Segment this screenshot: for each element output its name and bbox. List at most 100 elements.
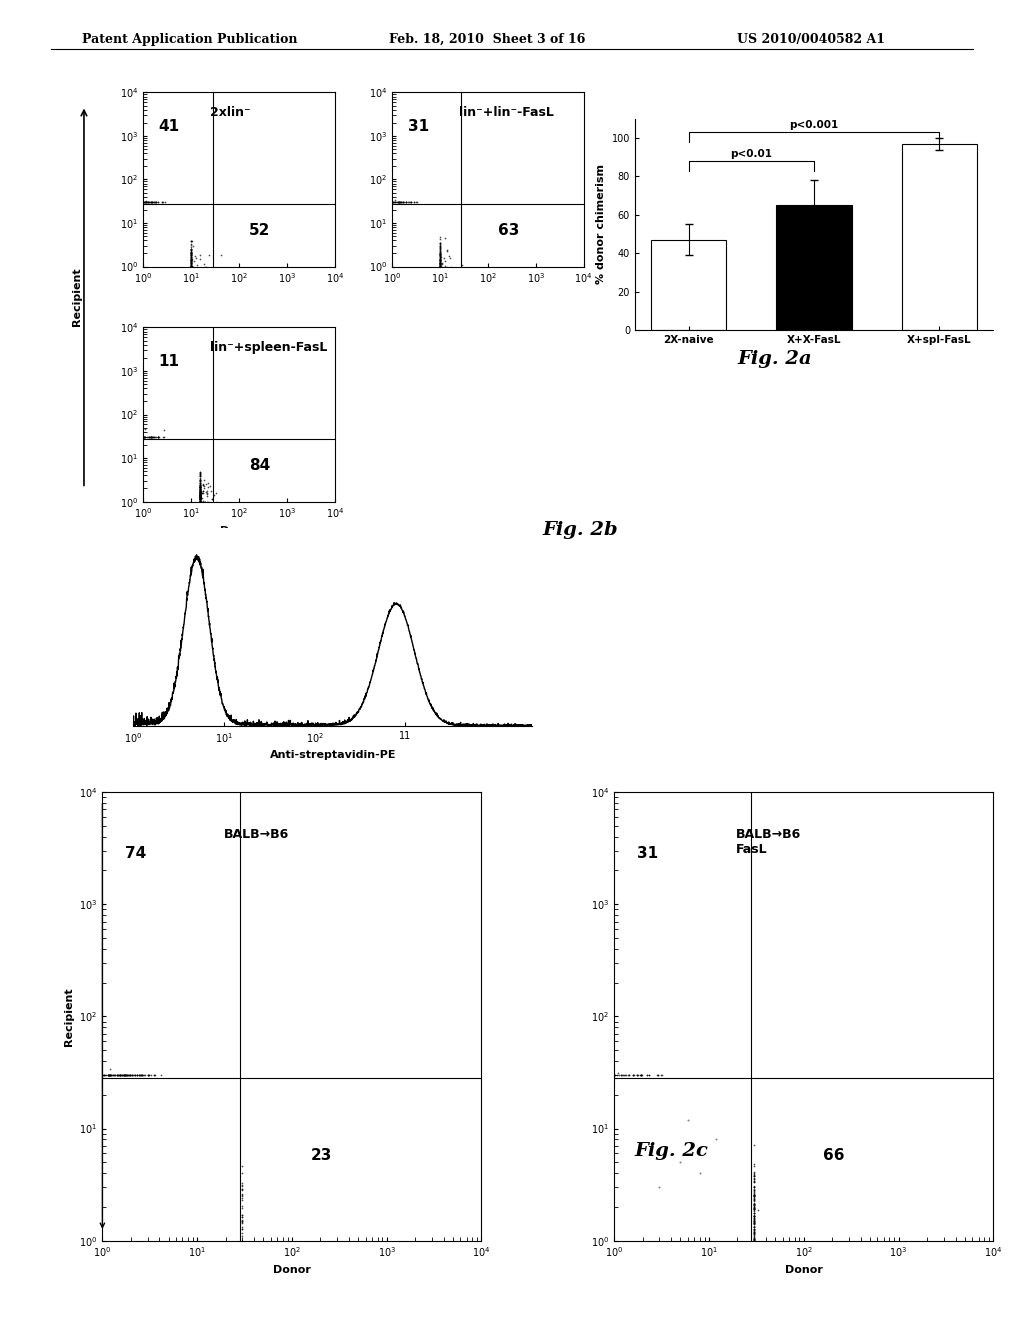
Point [183, 243, 200, 264]
Point [633, 1064, 649, 1085]
Point [680, 1109, 696, 1130]
Point [191, 482, 208, 503]
Point [745, 1163, 762, 1184]
Point [191, 491, 208, 512]
Point [183, 255, 200, 276]
Point [234, 1195, 251, 1216]
Point [191, 491, 208, 512]
Point [183, 242, 200, 263]
Point [745, 1230, 762, 1251]
Point [183, 252, 200, 273]
Point [94, 1064, 111, 1085]
Point [745, 1212, 762, 1233]
Point [183, 256, 200, 277]
Point [745, 1218, 762, 1239]
Point [234, 1179, 251, 1200]
Point [641, 1064, 657, 1085]
Point [202, 475, 218, 496]
Point [187, 247, 204, 268]
Point [123, 1064, 139, 1085]
Point [432, 256, 449, 277]
Point [745, 1213, 762, 1234]
Point [100, 1064, 117, 1085]
Point [606, 1064, 623, 1085]
Point [197, 491, 213, 512]
Point [432, 256, 449, 277]
Point [191, 470, 208, 491]
Point [398, 191, 415, 213]
Point [432, 244, 449, 265]
Point [391, 191, 408, 213]
Point [135, 426, 152, 447]
Point [101, 1064, 118, 1085]
Point [115, 1064, 131, 1085]
Point [745, 1212, 762, 1233]
Point [745, 1180, 762, 1201]
Point [402, 191, 419, 213]
Point [191, 483, 208, 504]
Point [191, 480, 208, 502]
Point [191, 484, 208, 506]
Point [191, 486, 208, 507]
Point [632, 1064, 648, 1085]
Point [432, 246, 449, 267]
Point [191, 480, 208, 502]
Point [143, 191, 160, 213]
Point [745, 1181, 762, 1203]
Point [745, 1230, 762, 1251]
Point [111, 1064, 127, 1085]
Point [191, 491, 208, 512]
Point [745, 1162, 762, 1183]
Point [745, 1230, 762, 1251]
Point [199, 256, 215, 277]
Point [432, 253, 449, 275]
Point [191, 488, 208, 510]
Point [745, 1171, 762, 1192]
Point [183, 256, 200, 277]
Point [432, 248, 449, 269]
Point [432, 252, 449, 273]
Point [400, 191, 417, 213]
Point [385, 191, 401, 213]
Point [191, 466, 208, 487]
Point [384, 191, 400, 213]
Point [745, 1217, 762, 1238]
Point [433, 252, 450, 273]
Point [392, 191, 409, 213]
Point [745, 1230, 762, 1251]
Point [432, 253, 449, 275]
Point [144, 426, 161, 447]
Text: lin⁻+lin⁻-FasL: lin⁻+lin⁻-FasL [459, 107, 554, 119]
Point [191, 479, 208, 500]
Point [137, 191, 154, 213]
Point [137, 191, 154, 213]
Point [234, 1218, 251, 1239]
Point [432, 248, 449, 269]
Point [606, 1064, 623, 1085]
Point [432, 249, 449, 271]
Point [434, 256, 451, 277]
Point [191, 474, 208, 495]
Point [183, 252, 200, 273]
Point [432, 242, 449, 263]
Point [113, 1064, 129, 1085]
Point [197, 491, 213, 512]
Point [120, 1064, 136, 1085]
Point [195, 474, 211, 495]
Point [612, 1064, 629, 1085]
Point [183, 246, 200, 267]
Point [135, 191, 152, 213]
Point [154, 191, 170, 213]
Point [432, 256, 449, 277]
Point [105, 1064, 122, 1085]
Point [191, 491, 208, 512]
Point [154, 1064, 170, 1085]
Point [183, 239, 200, 260]
Point [186, 251, 203, 272]
Point [135, 426, 152, 447]
Point [432, 243, 449, 264]
Point [183, 249, 200, 271]
Point [143, 426, 160, 447]
Point [141, 191, 158, 213]
Point [432, 256, 449, 277]
